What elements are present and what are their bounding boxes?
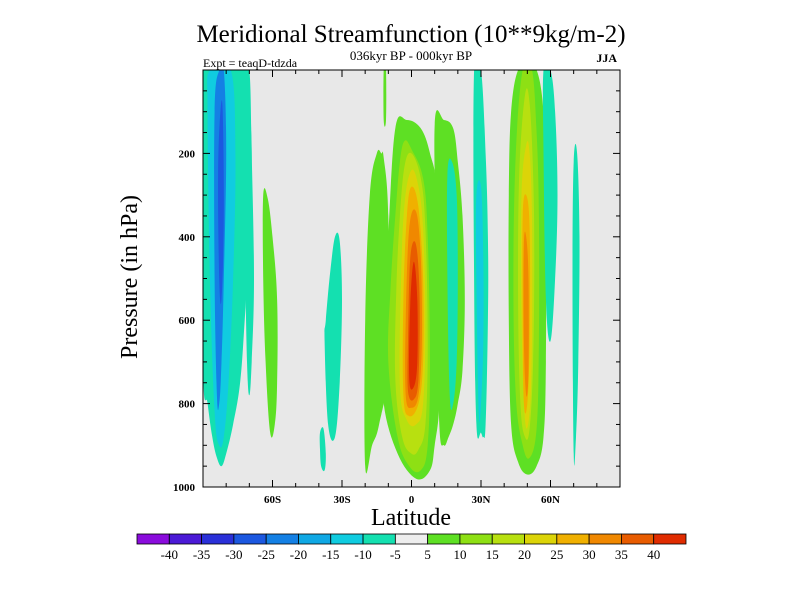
colorbar-label: 25 [550, 547, 563, 562]
contour-band-30n-deep [475, 180, 484, 423]
colorbar-swatch [168, 533, 202, 545]
colorbar-swatch [459, 533, 493, 545]
contour-band-60s-right-green [262, 188, 278, 438]
colorbar-swatch [136, 533, 170, 545]
colorbar-label: -20 [290, 547, 307, 562]
colorbar-swatch [427, 533, 461, 545]
contour-band-60n-cyan [542, 70, 558, 342]
colorbar-label: 20 [518, 547, 531, 562]
colorbar-label: -40 [161, 547, 178, 562]
x-tick-label: 0 [409, 494, 415, 506]
x-tick-label: 60S [264, 494, 281, 506]
colorbar-label: 10 [453, 547, 466, 562]
colorbar-swatch [653, 533, 687, 545]
contour-layer [203, 70, 580, 480]
experiment-label: Expt = teaqD-tdzda [203, 56, 298, 70]
contour-eq-core [409, 261, 418, 390]
colorbar-swatch [588, 533, 622, 545]
colorbar-label: -10 [354, 547, 371, 562]
colorbar-swatch [491, 533, 525, 545]
colorbar-label: 15 [486, 547, 499, 562]
chart-subtitle: 036kyr BP - 000kyr BP [350, 48, 472, 63]
colorbar-swatch [394, 533, 429, 545]
x-tick-label: 30N [472, 494, 491, 506]
contour-band-70n-cyan [572, 143, 580, 466]
contour-band-30n-cyan-b [446, 158, 458, 411]
contour-band-60s-core [218, 100, 224, 305]
colorbar-label: -25 [258, 547, 275, 562]
contour-band-60s-side [242, 70, 254, 396]
colorbar-swatch [201, 533, 235, 545]
colorbar-label: -30 [225, 547, 242, 562]
colorbar-swatch [524, 533, 558, 545]
colorbar-label: 30 [583, 547, 596, 562]
contour-small-cyan-patch [319, 427, 326, 472]
plot-area: 200 400 600 800 1000 60S 30S 0 30N 60N [173, 69, 621, 506]
season-label: JJA [596, 51, 617, 65]
x-tick-label: 30S [333, 494, 350, 506]
colorbar-label: -5 [390, 547, 401, 562]
y-axis-label: Pressure (in hPa) [117, 195, 143, 359]
colorbar-label: -35 [193, 547, 210, 562]
y-tick-label: 1000 [173, 482, 196, 494]
x-axis-label: Latitude [371, 505, 451, 531]
colorbar-swatch [233, 533, 267, 545]
y-tick-label: 200 [179, 148, 196, 160]
contour-band-35s [324, 232, 342, 441]
chart-title: Meridional Streamfunction (10**9kg/m-2) [196, 21, 625, 48]
y-tick-label: 800 [179, 399, 196, 411]
colorbar-label: 40 [647, 547, 660, 562]
x-axis: 60S 30S 0 30N 60N [202, 70, 621, 506]
colorbar-swatch [265, 533, 299, 545]
colorbar-label: -15 [322, 547, 339, 562]
colorbar-label: 5 [424, 547, 431, 562]
colorbar-swatch [621, 533, 655, 545]
colorbar-swatch [362, 533, 396, 545]
contour-tiny-green-top [383, 70, 387, 127]
x-tick-label: 60N [541, 494, 560, 506]
colorbar: -40 -35 -30 -25 -20 -15 -10 -5 5 10 15 20 25 30 35 40 [136, 533, 687, 562]
colorbar-swatch [556, 533, 590, 545]
y-tick-label: 400 [179, 232, 196, 244]
y-tick-label: 600 [179, 315, 196, 327]
colorbar-swatch [330, 533, 364, 545]
y-axis: 200 400 600 800 1000 [173, 90, 620, 494]
colorbar-label: 35 [615, 547, 628, 562]
colorbar-swatch [298, 533, 332, 545]
contour-band-50n-core [523, 231, 529, 397]
